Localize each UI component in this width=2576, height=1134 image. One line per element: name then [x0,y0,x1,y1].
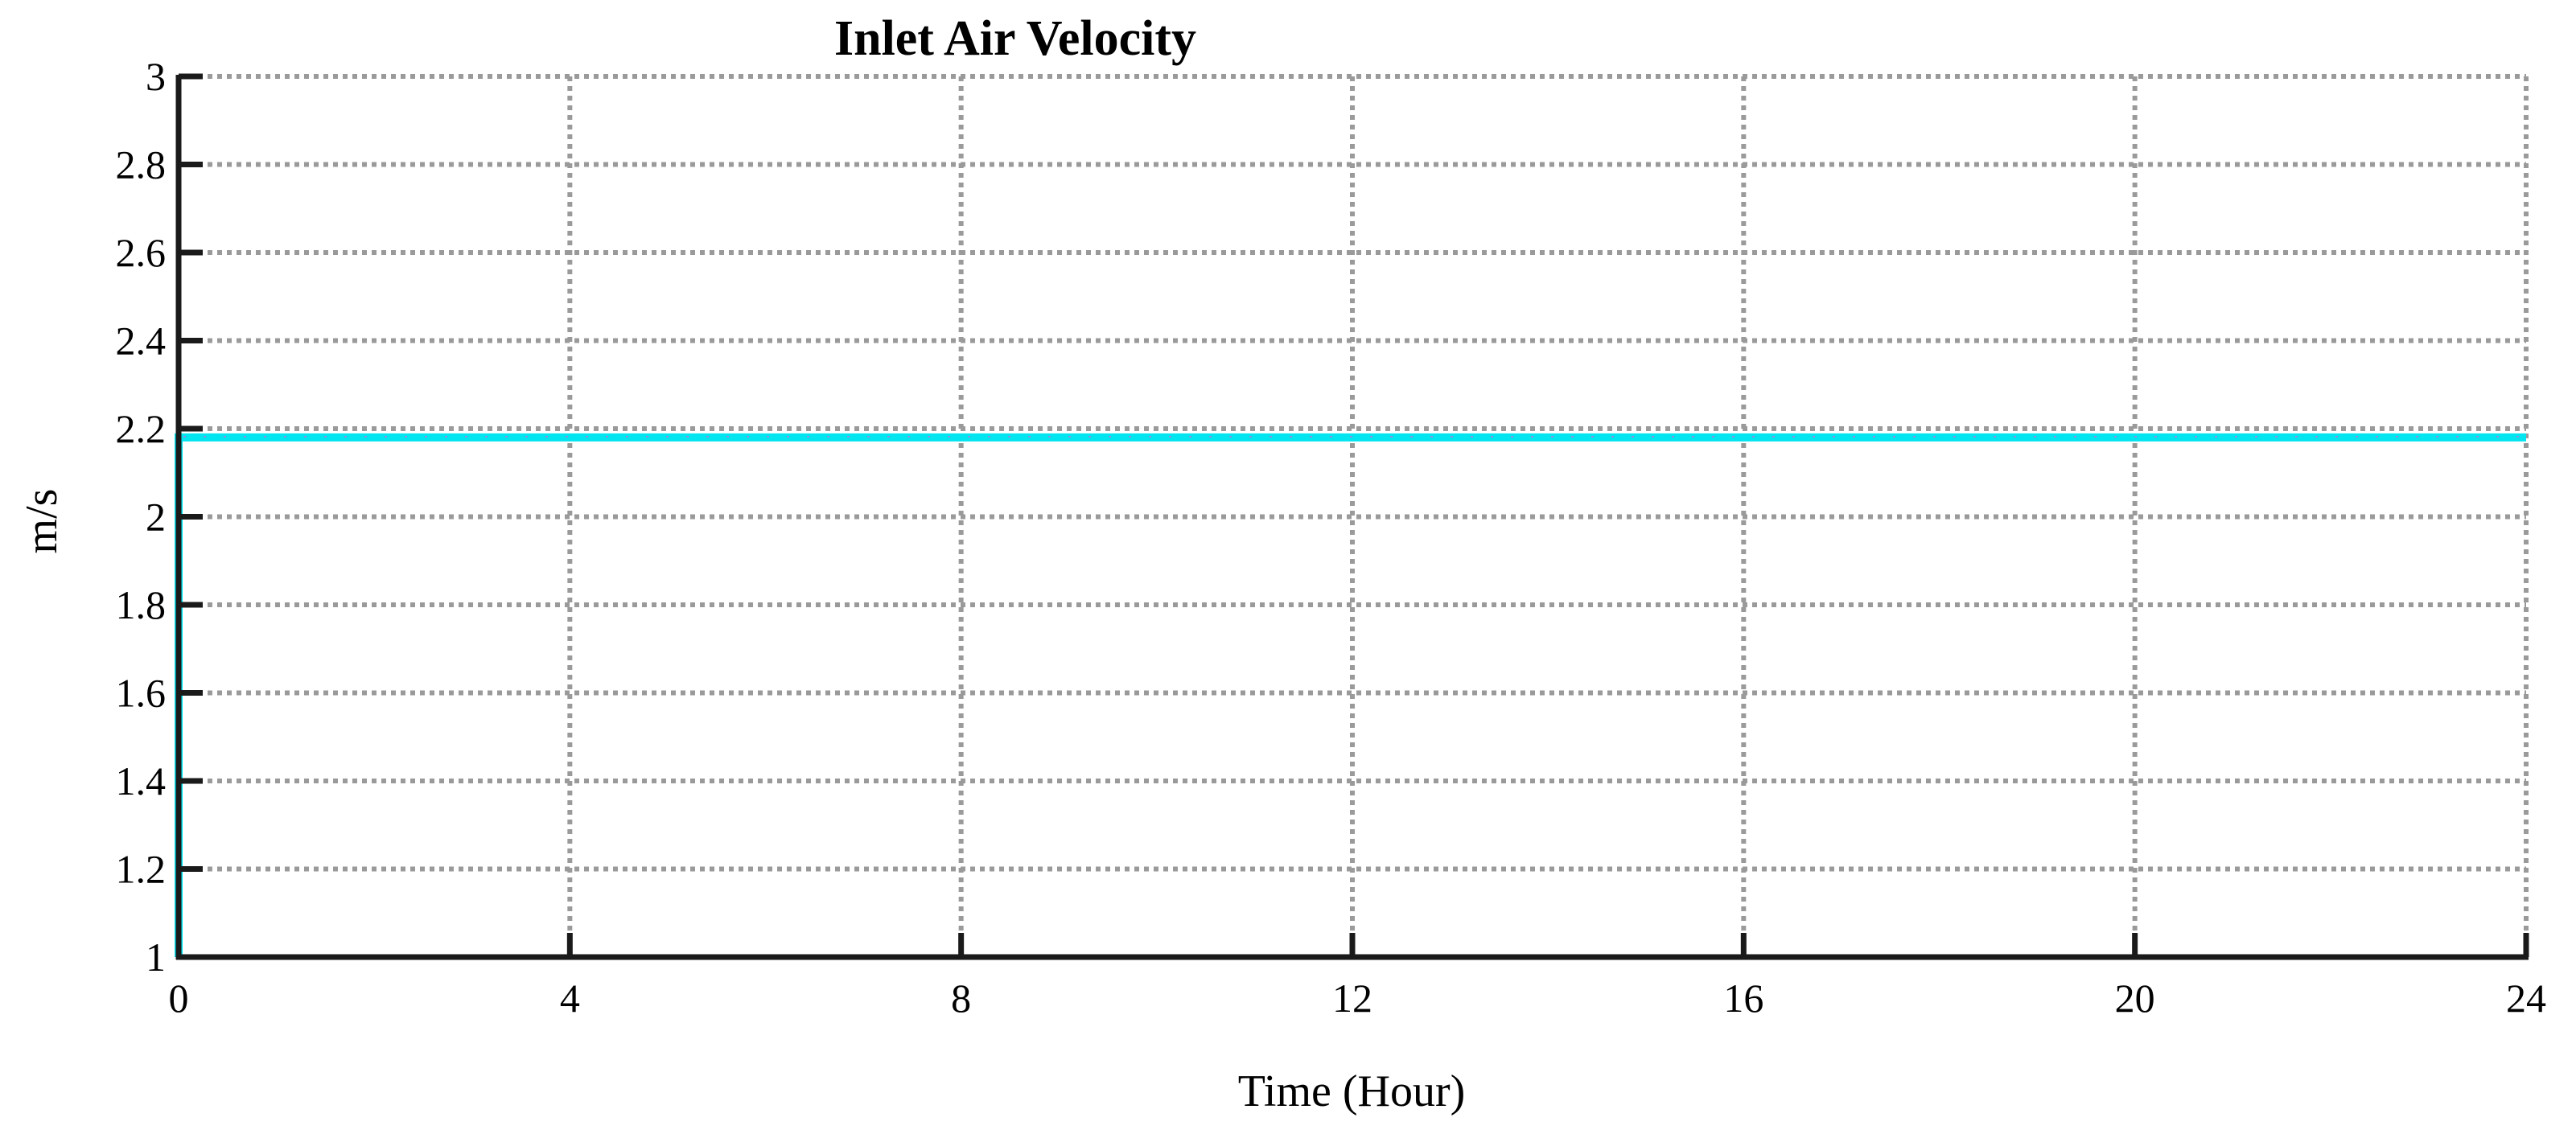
series-group [175,433,2526,957]
y-tick-label: 1.8 [116,582,167,627]
x-tick-label: 20 [2115,976,2155,1021]
y-tick-label: 2.6 [116,230,167,275]
x-tick-label: 0 [169,976,189,1021]
y-tick-label: 2.2 [116,406,167,451]
y-tick-label: 2.4 [116,318,167,364]
chart-title: Inlet Air Velocity [834,11,1196,66]
x-tick-label: 24 [2506,976,2546,1021]
grid [176,74,2529,959]
y-tick-label: 1.6 [116,671,167,716]
y-tick-label: 1.2 [116,847,167,892]
x-tick-label: 8 [951,976,971,1021]
x-tick-label: 4 [560,976,580,1021]
y-tick-label: 2 [146,495,166,540]
y-tick-label: 1 [146,935,166,980]
x-tick-label: 12 [1332,976,1372,1021]
x-tick-label: 16 [1723,976,1763,1021]
x-axis-title: Time (Hour) [1238,1066,1466,1116]
y-axis-title: m/s [17,489,67,554]
axes [175,73,2529,960]
y-tick-label: 2.8 [116,142,167,187]
y-tick-label: 1.4 [116,758,167,803]
y-tick-label: 3 [146,54,166,99]
tick-labels: 0 4 8 12 16 20 24 1 1.2 1.4 1.6 1.8 2 2.2 2.4 2.6 2.8 3 [116,54,2547,1021]
